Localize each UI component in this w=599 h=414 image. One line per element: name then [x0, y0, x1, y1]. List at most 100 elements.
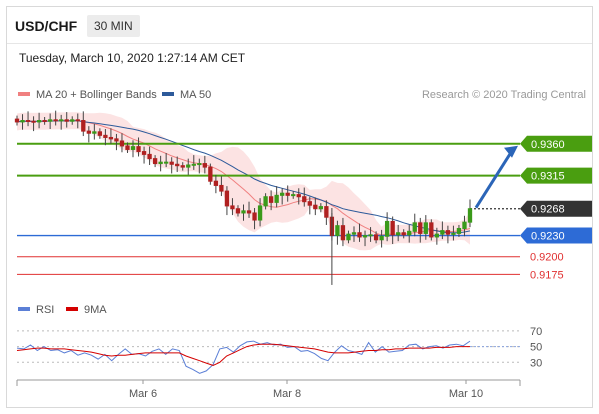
candle-body: [412, 222, 417, 232]
candle-body: [318, 206, 323, 210]
chart-header: USD/CHF 30 MIN: [7, 7, 592, 44]
candle-body: [119, 140, 125, 147]
legend-swatch-9ma: [66, 307, 78, 311]
candle-body: [158, 161, 163, 165]
candle-body: [208, 166, 213, 182]
candle-body: [268, 196, 274, 203]
candle-body: [92, 131, 97, 134]
candle-body: [340, 225, 346, 241]
candle-body: [390, 220, 395, 236]
candle-body: [456, 227, 462, 234]
chart-card: USD/CHF 30 MIN Tuesday, March 10, 2020 1…: [6, 6, 593, 408]
level-label-0.9268: 0.9268: [531, 204, 565, 216]
candle-body: [324, 206, 329, 218]
candle-body: [362, 235, 368, 238]
candle-body: [191, 163, 196, 166]
candle-body: [64, 119, 69, 122]
candle-body: [285, 192, 290, 196]
rsi-9ma-line: [16, 343, 470, 366]
candle-body: [302, 196, 307, 203]
candle-body: [357, 232, 362, 238]
candle-body: [373, 234, 379, 241]
legend-label-rsi: RSI: [36, 304, 54, 316]
candle-body: [440, 230, 445, 235]
ma50-line: [16, 120, 471, 234]
level-tag-0.9360: [520, 135, 592, 152]
candle-body: [125, 145, 130, 150]
candle-body: [130, 146, 136, 150]
candle-body: [230, 205, 235, 210]
chart-datetime: Tuesday, March 10, 2020 1:27:14 AM CET: [19, 51, 246, 65]
candle-body: [224, 190, 230, 207]
candle-body: [396, 232, 401, 236]
candle-body: [418, 222, 423, 234]
timeframe-badge[interactable]: 30 MIN: [87, 15, 140, 37]
candle-body: [351, 232, 357, 235]
rsi-tick-label-70: 70: [530, 326, 542, 338]
level-label-0.9360: 0.9360: [531, 139, 565, 151]
candle-body: [379, 235, 384, 241]
candle-body: [313, 204, 318, 210]
candle-body: [75, 119, 80, 122]
candle-body: [81, 120, 86, 132]
candle-body: [59, 119, 64, 122]
candle-body: [136, 146, 141, 153]
candle-body: [280, 192, 285, 196]
rsi-line: [16, 340, 471, 374]
candle-body: [175, 163, 180, 167]
candle-body: [291, 194, 296, 197]
candle-body: [307, 201, 312, 206]
level-label-0.9315: 0.9315: [531, 171, 565, 183]
level-tag-0.9230: [520, 227, 592, 244]
candle-body: [164, 161, 169, 164]
candle-body: [14, 118, 20, 123]
candle-body: [202, 163, 207, 168]
x-tick-label-mar-8: Mar 8: [273, 388, 301, 400]
legend-label-ma20-bollinger: MA 20 + Bollinger Bands: [36, 89, 157, 101]
candle-body: [147, 153, 152, 160]
candle-body: [42, 120, 47, 123]
candle-body: [467, 208, 473, 223]
candle-body: [86, 130, 91, 134]
currency-pair-title: USD/CHF: [15, 18, 78, 34]
x-tick-label-mar-10: Mar 10: [449, 388, 483, 400]
candle-body: [186, 164, 191, 168]
candle-body: [70, 119, 75, 122]
candle-body: [462, 221, 467, 229]
candle-body: [97, 131, 103, 136]
level-tag-0.9315: [520, 167, 592, 184]
candle-body: [31, 120, 36, 123]
candle-body: [252, 212, 257, 221]
candle-body: [346, 233, 351, 241]
candle-body: [423, 222, 428, 234]
legend-swatch-rsi: [18, 307, 30, 311]
candle-body: [36, 120, 42, 123]
rsi-tick-label-30: 30: [530, 357, 542, 369]
candle-body: [108, 136, 114, 140]
research-credit: Research © 2020 Trading Central: [422, 89, 586, 101]
candle-body: [241, 210, 246, 214]
candle-body: [384, 220, 390, 237]
candle-body: [219, 184, 224, 192]
candle-body: [141, 151, 147, 155]
level-label-0.9230: 0.9230: [531, 231, 565, 243]
candle-body: [197, 163, 202, 166]
bollinger-band: [17, 112, 470, 251]
candle-body: [25, 120, 31, 123]
candle-body: [296, 194, 301, 198]
legend-label-9ma: 9MA: [84, 304, 107, 316]
candle-body: [114, 138, 119, 142]
candle-body: [103, 134, 108, 138]
candle-body: [53, 119, 58, 122]
candle-body: [407, 230, 412, 236]
x-tick-label-mar-6: Mar 6: [129, 388, 157, 400]
forecast-arrow-head: [504, 145, 518, 158]
candle-body: [274, 194, 279, 203]
candle-body: [246, 210, 252, 214]
candle-body: [434, 233, 440, 238]
candle-body: [263, 196, 268, 207]
candle-body: [257, 205, 263, 221]
candle-body: [368, 234, 373, 237]
level-tag-0.9268: [520, 200, 592, 217]
